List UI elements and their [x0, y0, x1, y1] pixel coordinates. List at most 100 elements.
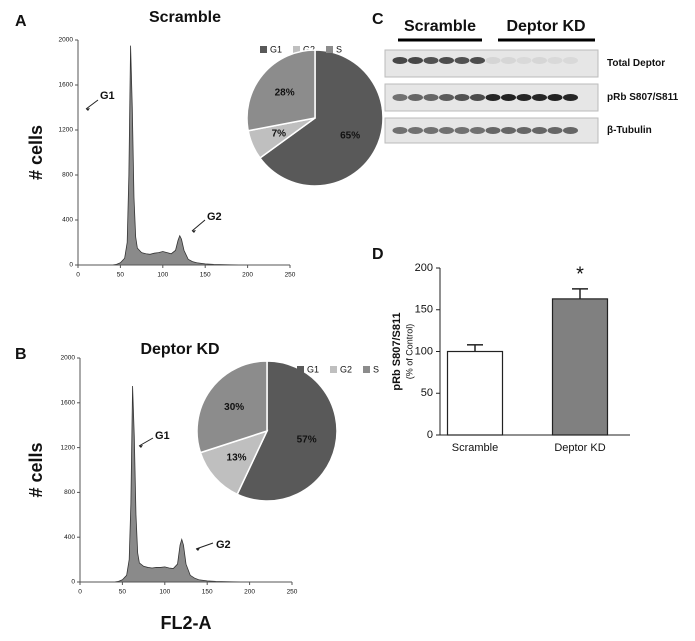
- x-tick-label: 0: [78, 589, 82, 596]
- pie-slice: [199, 429, 269, 496]
- legend-label: G2: [340, 364, 352, 374]
- y-tick-label: 1600: [61, 400, 76, 407]
- blot-band: [439, 94, 454, 101]
- y-axis-label: pRb S807/S811: [391, 312, 403, 390]
- blot-strip: [384, 49, 599, 78]
- y-tick-label: 200: [415, 262, 433, 274]
- blot-band: [423, 94, 439, 101]
- x-tick-label: 250: [285, 272, 296, 279]
- x-tick-label: 200: [242, 272, 253, 279]
- arrow-head: [196, 548, 200, 551]
- slice-label: 28%: [275, 88, 295, 99]
- annotation-arrow: [195, 542, 214, 550]
- pie-slice: [246, 49, 316, 132]
- legend-swatch: [293, 46, 300, 53]
- legend-swatch: [330, 366, 337, 373]
- y-tick-label: 0: [427, 429, 433, 441]
- blot-row-label: Total Deptor: [607, 58, 665, 69]
- x-tick-label: Deptor KD: [554, 442, 605, 454]
- x-tick-label: 50: [117, 272, 125, 279]
- blot-band: [532, 94, 547, 101]
- slice-label: 57%: [297, 434, 317, 445]
- legend-swatch: [326, 46, 333, 53]
- y-axis-label: # cells: [26, 125, 46, 180]
- blot-band: [454, 127, 470, 134]
- y-tick-label: 800: [64, 489, 75, 496]
- annotation: G2: [207, 211, 222, 223]
- legend-label: G2: [303, 44, 315, 54]
- histogram-area: [111, 45, 248, 266]
- blot-band: [516, 94, 532, 101]
- x-tick-label: Scramble: [452, 442, 498, 454]
- arrow-head: [86, 108, 90, 111]
- y-tick-label: 400: [64, 534, 75, 541]
- blot-band: [485, 127, 501, 134]
- blot-band: [485, 94, 501, 101]
- blot-group-label: Deptor KD: [506, 18, 585, 35]
- blot-band: [501, 127, 516, 134]
- y-tick-label: 0: [71, 579, 75, 586]
- y-tick-label: 800: [62, 172, 73, 179]
- legend-label: G1: [270, 44, 282, 54]
- y-tick-label: 1200: [59, 127, 74, 134]
- x-tick-label: 50: [119, 589, 127, 596]
- y-tick-label: 2000: [61, 355, 76, 362]
- annotation-arrow: [138, 437, 154, 447]
- blot-band: [408, 57, 423, 64]
- panel-label: A: [15, 13, 27, 30]
- legend-swatch: [260, 46, 267, 53]
- y-tick-label: 1600: [59, 82, 74, 89]
- x-tick-label: 100: [157, 272, 168, 279]
- annotation-arrow: [191, 219, 206, 232]
- chart-title: Deptor KD: [140, 341, 219, 358]
- legend-label: G1: [307, 364, 319, 374]
- annotation: *: [576, 263, 584, 285]
- panel-label: C: [372, 11, 384, 28]
- histogram-area: [113, 385, 250, 583]
- slice-label: 13%: [227, 452, 247, 463]
- blot-band: [485, 57, 501, 64]
- slice-label: 7%: [272, 128, 287, 139]
- legend-label: S: [336, 44, 342, 54]
- annotation: G1: [100, 90, 115, 102]
- blot-band: [532, 127, 547, 134]
- blot-band: [532, 57, 547, 64]
- annotation: G1: [155, 430, 170, 442]
- blot-band: [423, 57, 439, 64]
- blot-band: [408, 127, 423, 134]
- y-tick-label: 400: [62, 217, 73, 224]
- blot-band: [392, 57, 408, 64]
- slice-label: 30%: [224, 402, 244, 413]
- blot-band: [547, 127, 563, 134]
- blot-band: [439, 127, 454, 134]
- arrow-head: [139, 445, 143, 448]
- blot-band: [454, 94, 470, 101]
- x-tick-label: 250: [287, 589, 298, 596]
- bar: [446, 350, 504, 436]
- pie-slice: [196, 360, 268, 454]
- pie-slice: [258, 49, 384, 187]
- annotation-arrow: [85, 99, 99, 110]
- y-axis-note: (% of Control): [404, 324, 414, 380]
- legend-swatch: [297, 366, 304, 373]
- slice-label: 65%: [340, 131, 360, 142]
- chart-title: Scramble: [149, 9, 221, 26]
- blot-band: [470, 127, 485, 134]
- panel-label: D: [372, 246, 384, 263]
- x-tick-label: 150: [202, 589, 213, 596]
- y-tick-label: 0: [69, 262, 73, 269]
- y-tick-label: 50: [421, 387, 433, 399]
- x-tick-label: 200: [244, 589, 255, 596]
- blot-band: [392, 94, 408, 101]
- legend-label: S: [373, 364, 379, 374]
- bar: [551, 298, 609, 436]
- blot-band: [547, 57, 563, 64]
- blot-band: [501, 94, 516, 101]
- blot-band: [563, 127, 578, 134]
- blot-band: [516, 57, 532, 64]
- blot-band: [470, 94, 485, 101]
- blot-band: [408, 94, 423, 101]
- blot-band: [547, 94, 563, 101]
- blot-group-label: Scramble: [404, 18, 476, 35]
- blot-band: [454, 57, 470, 64]
